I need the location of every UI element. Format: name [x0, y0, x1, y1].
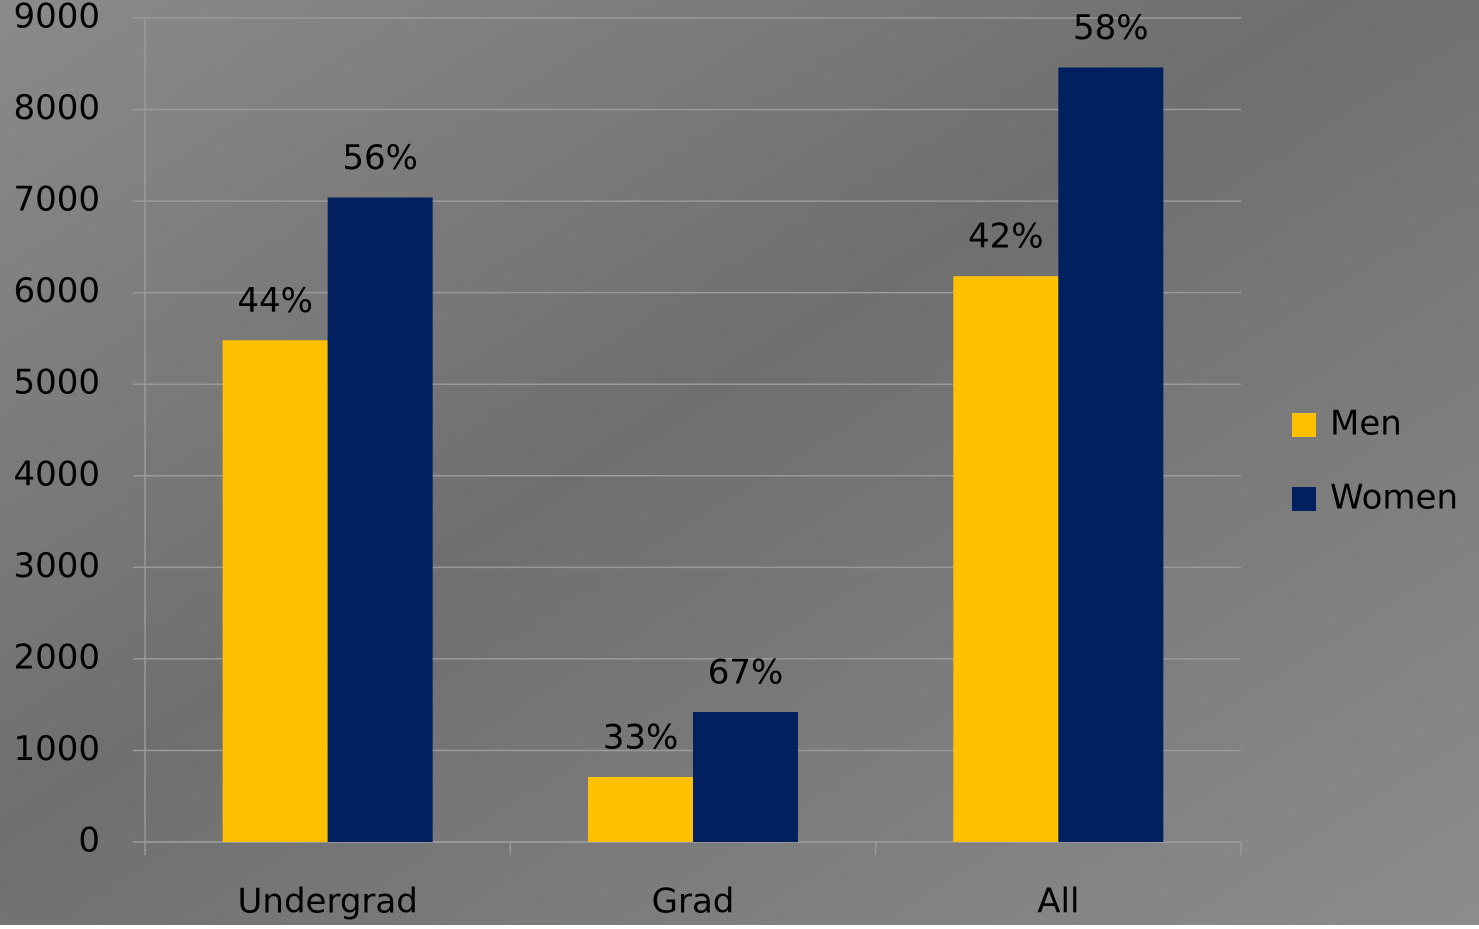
data-label: 44% — [237, 281, 313, 321]
y-tick-label: 7000 — [13, 180, 100, 220]
bar — [327, 197, 433, 843]
legend-label: Women — [1330, 478, 1458, 518]
y-tick-label: 8000 — [13, 88, 100, 128]
y-tick-label: 2000 — [13, 637, 100, 677]
y-tick-label: 3000 — [13, 546, 100, 586]
y-tick-label: 4000 — [13, 454, 100, 494]
x-tick-label: All — [1037, 882, 1079, 922]
y-tick-label: 5000 — [13, 363, 100, 403]
data-label: 56% — [342, 138, 418, 178]
y-tick-label: 0 — [78, 821, 100, 861]
data-label: 42% — [968, 217, 1044, 257]
y-tick-label: 6000 — [13, 271, 100, 311]
y-tick-label: 9000 — [13, 0, 100, 37]
data-label: 67% — [708, 652, 784, 692]
bar — [222, 340, 328, 842]
bar — [953, 276, 1059, 843]
y-tick-label: 1000 — [13, 729, 100, 769]
x-tick-label: Grad — [652, 882, 735, 922]
legend-label: Men — [1330, 404, 1402, 444]
bar — [1058, 67, 1164, 842]
legend-swatch — [1292, 487, 1316, 511]
data-label: 58% — [1073, 8, 1149, 48]
x-tick-label: Undergrad — [238, 882, 418, 922]
data-label: 33% — [603, 717, 679, 757]
bar — [693, 711, 798, 842]
legend-swatch — [1292, 413, 1316, 437]
bar — [588, 776, 693, 842]
